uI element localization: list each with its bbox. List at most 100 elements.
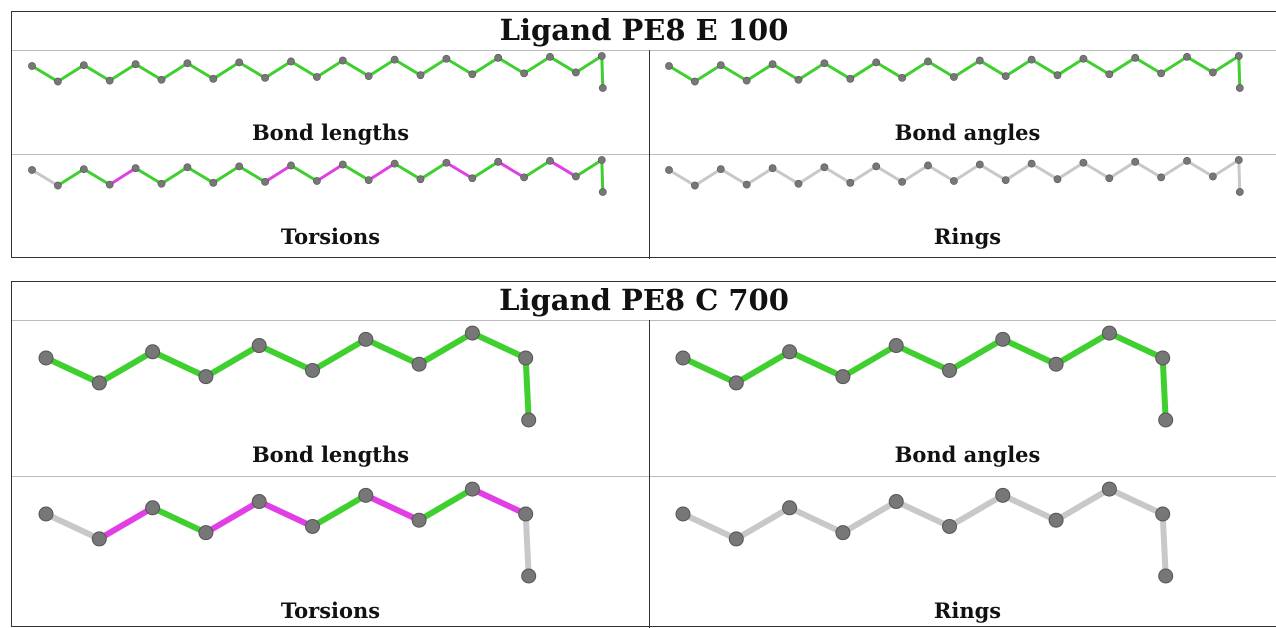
bond-magenta xyxy=(256,498,316,530)
bond-green xyxy=(416,486,476,524)
atom xyxy=(131,60,140,69)
atom xyxy=(157,75,166,84)
bond-magenta xyxy=(263,163,293,184)
cell-label-torsions: Torsions xyxy=(280,224,381,249)
atom xyxy=(1001,72,1010,80)
molecule-view-torsions xyxy=(38,481,537,584)
atom xyxy=(782,500,798,516)
bond-green xyxy=(978,59,1008,78)
atom xyxy=(91,531,107,547)
bond-gray xyxy=(1133,160,1163,179)
bond-green xyxy=(237,164,267,184)
atom xyxy=(572,172,580,181)
bond-gray xyxy=(900,163,930,184)
atom xyxy=(546,53,554,61)
atom xyxy=(1101,481,1117,497)
atom xyxy=(782,344,798,360)
divider xyxy=(12,320,1276,321)
bond-green xyxy=(185,165,215,185)
bond-green xyxy=(771,62,800,82)
bond-green xyxy=(237,60,267,80)
atom xyxy=(665,62,673,70)
atom xyxy=(1105,70,1114,79)
bond-green xyxy=(134,166,163,186)
atom xyxy=(251,494,267,510)
bond-green xyxy=(362,336,423,368)
bond-green xyxy=(134,62,163,82)
bond-magenta xyxy=(469,486,529,517)
atom xyxy=(572,68,580,77)
bond-green xyxy=(149,348,209,380)
bond-green xyxy=(786,348,846,380)
bond-gray xyxy=(839,498,900,536)
atom xyxy=(1053,175,1062,184)
atom xyxy=(995,331,1011,347)
atom xyxy=(79,165,88,173)
bond-green xyxy=(160,61,189,82)
bond-green xyxy=(952,59,982,79)
bond-magenta xyxy=(202,498,263,536)
atom xyxy=(597,156,606,164)
atom xyxy=(287,161,295,170)
atom xyxy=(145,500,161,516)
bond-gray xyxy=(1004,162,1034,182)
bond-green xyxy=(548,55,578,74)
bond-magenta xyxy=(96,504,156,542)
atom xyxy=(390,55,399,64)
atom xyxy=(38,350,54,366)
atom xyxy=(1001,176,1010,184)
bond-magenta xyxy=(362,492,423,524)
bond-magenta xyxy=(315,163,345,183)
atom xyxy=(1101,325,1117,341)
bond-green xyxy=(419,161,448,181)
bond-green xyxy=(1159,55,1189,75)
bond-green xyxy=(600,54,605,90)
atom xyxy=(1048,356,1064,372)
atom xyxy=(364,176,373,184)
divider xyxy=(649,320,650,628)
atom xyxy=(742,180,751,189)
bond-green xyxy=(1056,57,1085,77)
bond-green xyxy=(839,342,900,380)
bond-green xyxy=(469,330,529,361)
bond-green xyxy=(733,348,793,386)
atom xyxy=(1131,53,1140,62)
atom xyxy=(105,180,114,189)
atom xyxy=(675,506,691,522)
atom xyxy=(820,163,829,172)
bond-green xyxy=(309,336,369,374)
atom xyxy=(338,160,347,169)
divider xyxy=(12,154,1276,155)
bond-green xyxy=(470,56,500,76)
bond-green xyxy=(1030,58,1059,77)
bond-green xyxy=(289,59,319,79)
bond-gray xyxy=(1211,158,1241,178)
atom xyxy=(942,362,957,378)
cell-label-bond-lengths: Bond lengths xyxy=(251,120,410,145)
bond-green xyxy=(341,59,371,78)
bond-green xyxy=(900,59,930,80)
atom xyxy=(518,506,534,522)
bond-green xyxy=(30,64,60,84)
bond-gray xyxy=(1081,161,1111,180)
bond-gray xyxy=(1106,486,1166,517)
bond-gray xyxy=(733,504,793,542)
atom xyxy=(1235,188,1244,196)
atom xyxy=(1158,412,1174,428)
molecule-view-bond-angles xyxy=(665,52,1244,92)
ligand-panel-1: Ligand PE8 E 100 Bond lengths Bond angle… xyxy=(11,11,1276,259)
atom xyxy=(183,59,192,68)
bond-green xyxy=(256,342,316,374)
bond-gray xyxy=(1159,511,1169,579)
atom xyxy=(716,61,725,69)
cell-label-rings: Rings xyxy=(933,598,1002,623)
bond-green xyxy=(680,355,740,386)
atom xyxy=(54,77,62,86)
bond-gray xyxy=(952,163,982,183)
atom xyxy=(251,338,267,354)
panel-title: Ligand PE8 C 700 xyxy=(499,283,789,317)
bond-gray xyxy=(1185,159,1215,178)
atom xyxy=(597,52,606,60)
divider xyxy=(649,50,650,259)
cell-label-bond-angles: Bond angles xyxy=(894,442,1041,467)
